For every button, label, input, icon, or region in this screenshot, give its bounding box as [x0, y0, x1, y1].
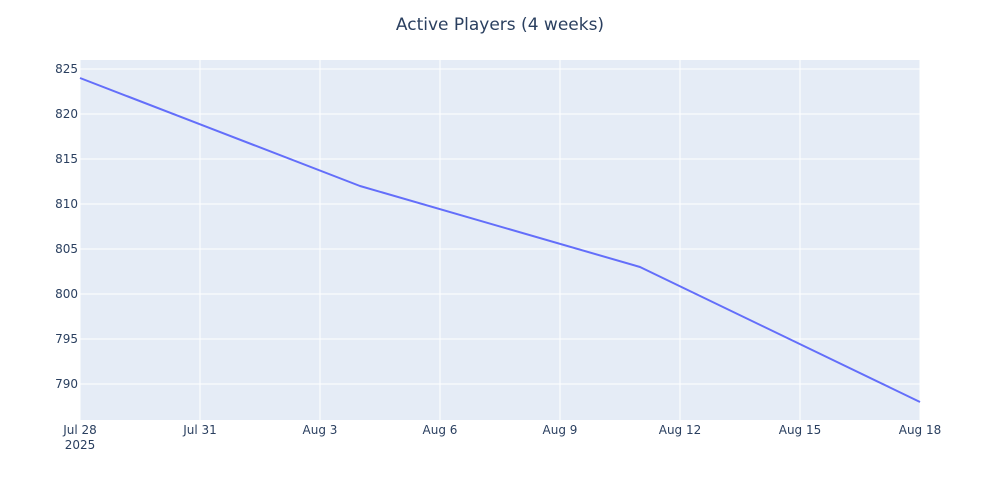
x-tick-label: Aug 6	[423, 423, 458, 437]
y-tick-label: 795	[55, 332, 78, 346]
y-tick-label: 800	[55, 287, 78, 301]
series-layer	[79, 77, 921, 403]
y-tick-label: 810	[55, 197, 78, 211]
y-tick-label: 815	[55, 152, 78, 166]
x-tick-label: Aug 9	[543, 423, 578, 437]
x-tick-label: Jul 28	[62, 423, 97, 437]
y-tick-label: 820	[55, 107, 78, 121]
series-line	[79, 77, 921, 403]
x-tick-label: Aug 3	[303, 423, 338, 437]
chart-title: Active Players (4 weeks)	[396, 15, 604, 35]
y-tick-label: 805	[55, 242, 78, 256]
y-axis: 790 795 800 805 810 815 820 825	[55, 62, 78, 391]
x-tick-label: Jul 31	[182, 423, 217, 437]
y-tick-label: 790	[55, 377, 78, 391]
grid-lines	[79, 60, 921, 420]
y-tick-label: 825	[55, 62, 78, 76]
x-tick-sublabel: 2025	[65, 438, 96, 452]
x-tick-label: Aug 12	[659, 423, 702, 437]
plot-area	[80, 60, 920, 420]
x-tick-label: Aug 18	[899, 423, 942, 437]
x-tick-label: Aug 15	[779, 423, 822, 437]
